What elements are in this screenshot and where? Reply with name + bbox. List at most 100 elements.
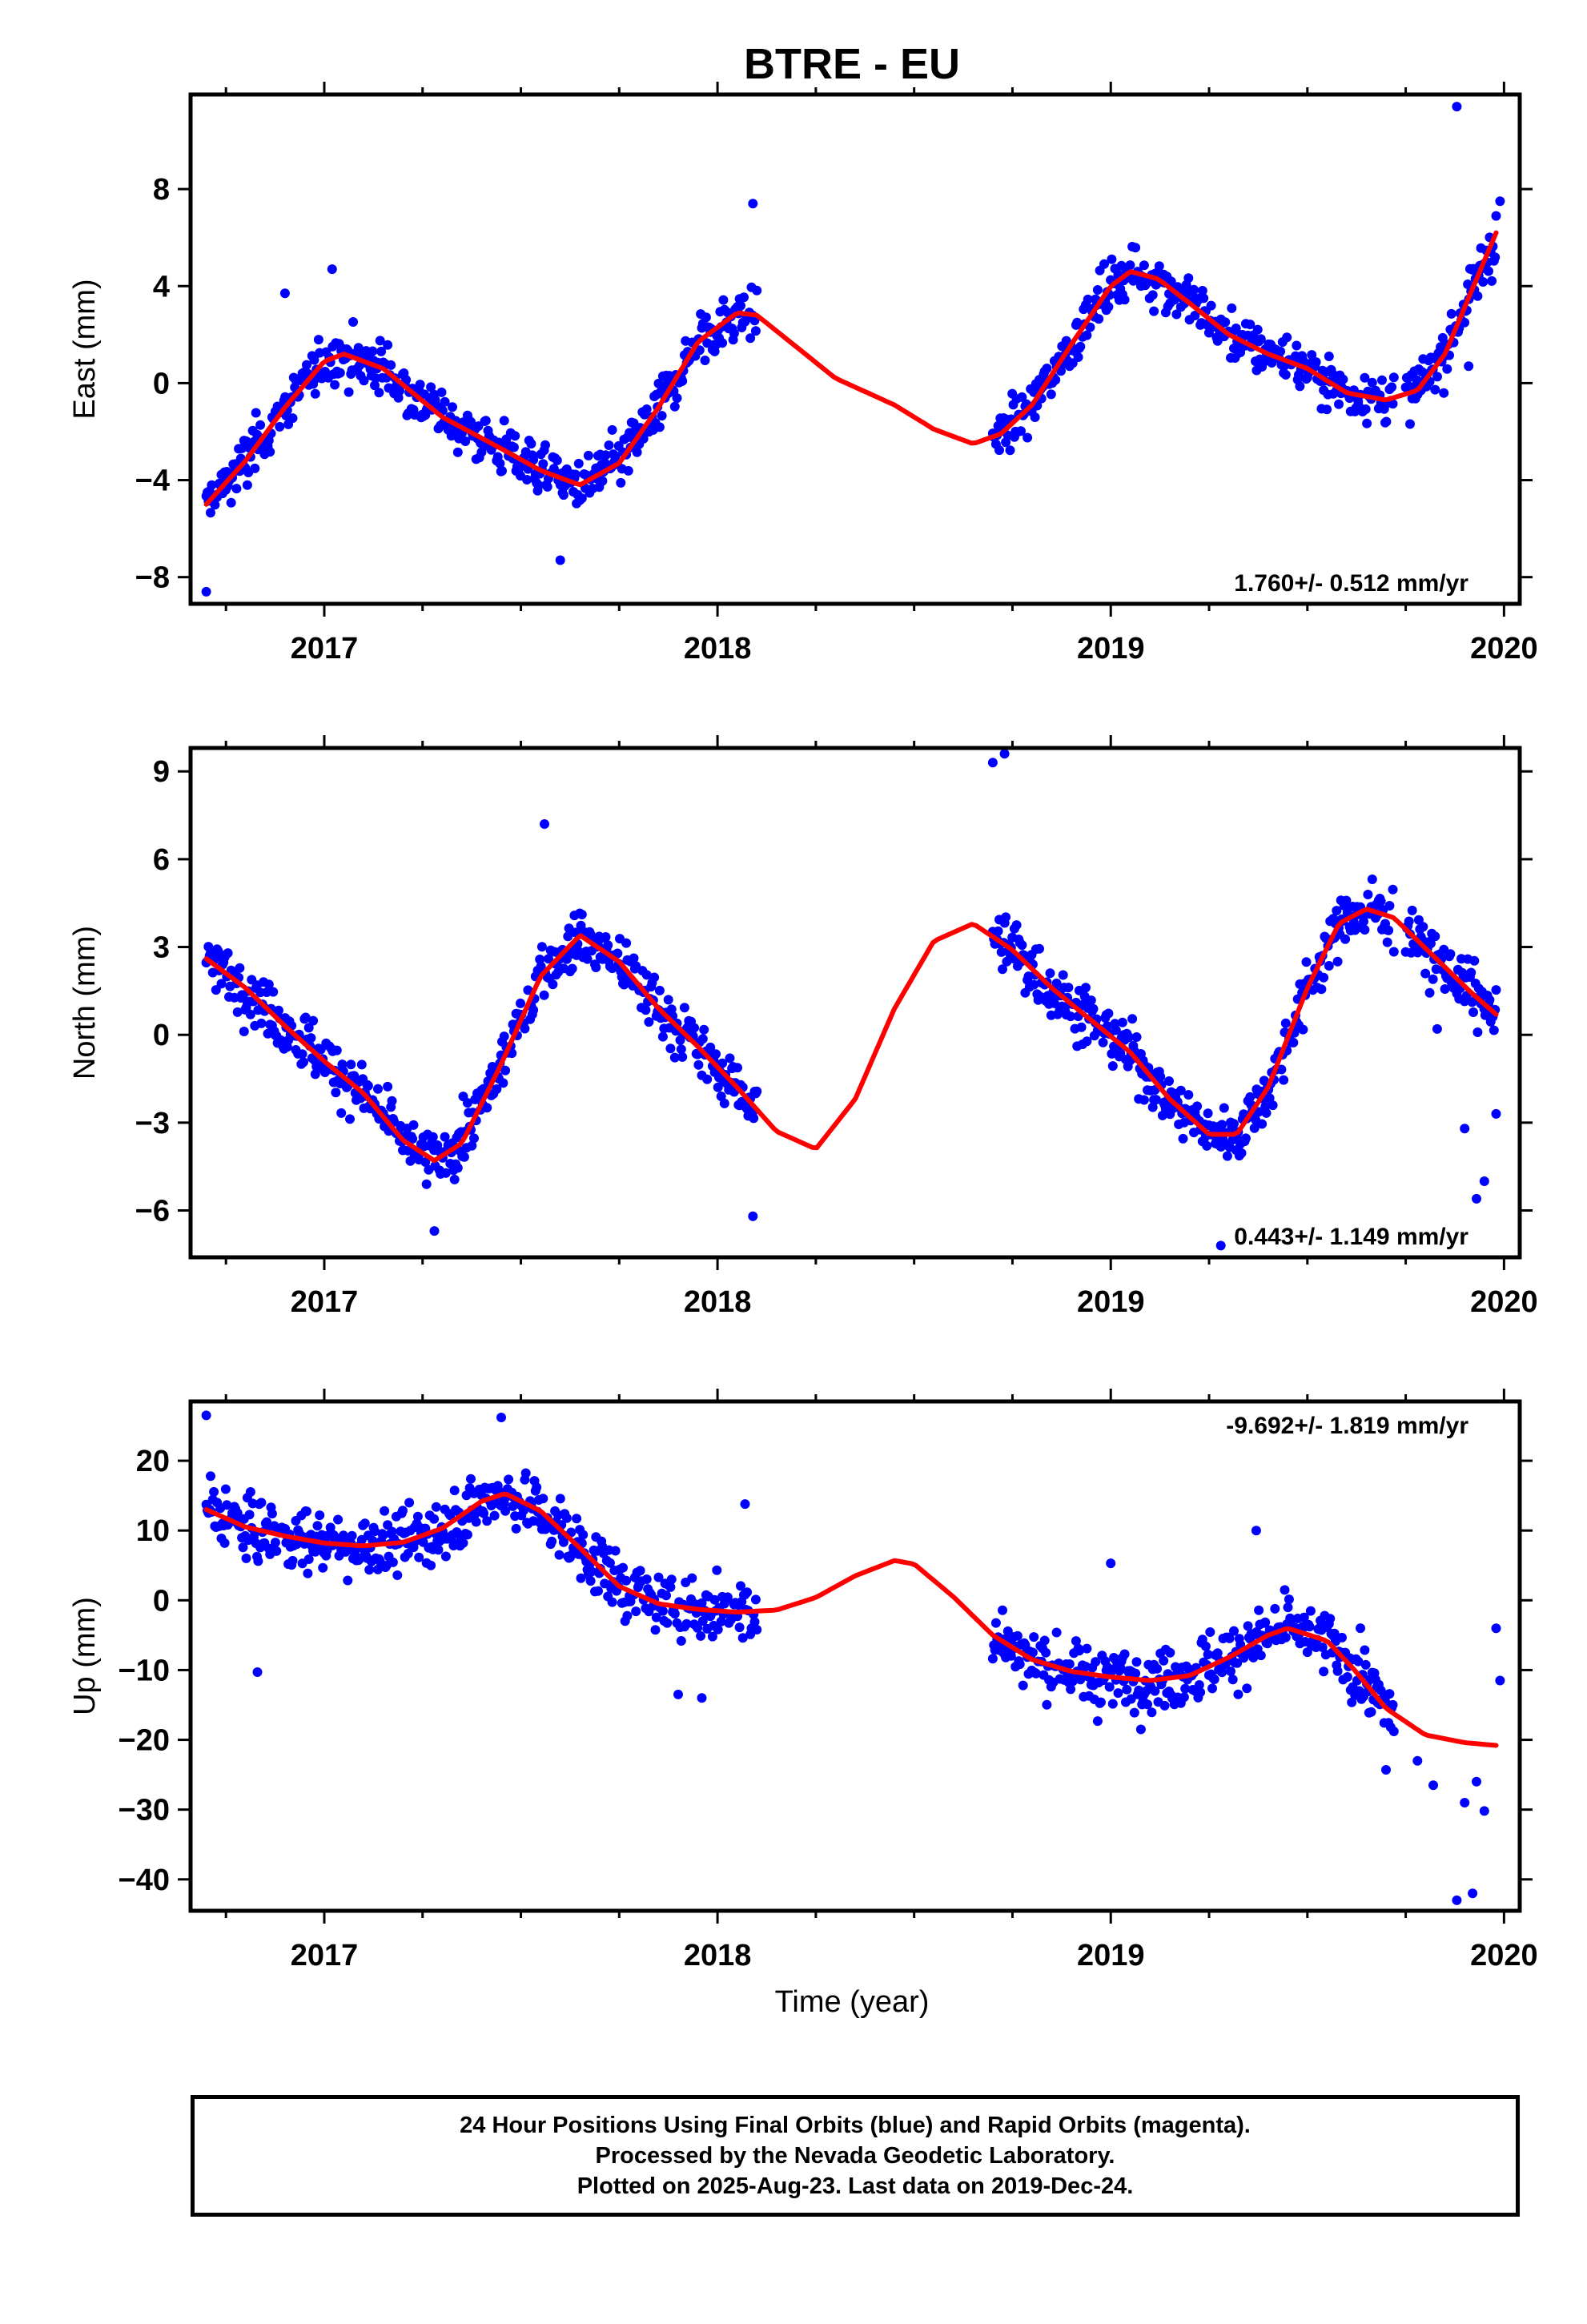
x-axis-title: Time (year)	[775, 1985, 930, 2019]
data-point	[689, 1023, 699, 1033]
data-point	[576, 1573, 586, 1583]
data-point	[1254, 1605, 1264, 1615]
data-point	[1085, 322, 1095, 332]
data-point	[1199, 293, 1209, 304]
x-tick-label: 2020	[1470, 632, 1538, 665]
y-tick-label: 8	[153, 173, 170, 207]
data-point	[583, 450, 593, 460]
data-point	[1217, 1667, 1227, 1678]
data-point	[449, 1486, 460, 1496]
data-point	[499, 416, 509, 426]
data-point	[610, 1546, 621, 1556]
data-point	[206, 508, 215, 518]
data-point	[1113, 1688, 1123, 1699]
data-point	[460, 436, 471, 446]
data-point	[713, 1082, 723, 1092]
data-point	[752, 1086, 762, 1096]
data-point	[1220, 317, 1231, 328]
data-point	[462, 1530, 472, 1540]
data-point	[570, 469, 581, 480]
data-point	[1222, 1151, 1232, 1161]
data-point	[994, 445, 1004, 456]
data-point	[1240, 1133, 1251, 1144]
data-point	[333, 1514, 344, 1525]
data-point	[1360, 372, 1370, 383]
data-point	[1432, 1023, 1442, 1034]
data-point	[252, 1667, 263, 1677]
data-point	[414, 1552, 424, 1562]
plot-frame	[188, 92, 1522, 606]
data-point	[327, 264, 337, 275]
data-point	[745, 333, 756, 344]
plot-frame	[188, 746, 1522, 1260]
data-point	[242, 480, 252, 490]
data-point	[1276, 346, 1286, 356]
data-point	[1270, 1603, 1280, 1614]
data-point	[717, 338, 728, 348]
data-point	[742, 1587, 753, 1598]
data-point	[1491, 1108, 1501, 1119]
data-point	[987, 1654, 998, 1664]
data-point	[219, 1538, 230, 1548]
data-point	[1262, 1638, 1272, 1649]
data-point	[697, 1616, 708, 1626]
data-point	[1104, 1682, 1115, 1692]
x-tick-label: 2017	[291, 1939, 359, 1972]
y-axis: −40 −30 −20 −10 0 10 20	[119, 1445, 1533, 1897]
data-point	[1388, 947, 1399, 957]
data-point	[554, 1550, 564, 1560]
data-point	[1412, 375, 1422, 385]
data-point	[216, 979, 227, 989]
data-point	[207, 480, 217, 490]
data-point	[631, 1606, 641, 1617]
data-point	[1420, 968, 1431, 979]
data-point	[1442, 364, 1452, 374]
x-tick-label: 2018	[684, 1285, 752, 1319]
data-point	[1324, 352, 1334, 361]
y-tick-label: 0	[153, 1584, 170, 1618]
data-point	[1083, 294, 1093, 304]
data-point	[330, 380, 340, 390]
data-point	[1111, 1025, 1121, 1035]
data-point	[1224, 1633, 1235, 1643]
data-point	[1143, 1699, 1152, 1710]
data-point	[651, 1612, 661, 1622]
x-tick-label: 2017	[291, 1285, 359, 1319]
data-point	[1066, 1684, 1076, 1695]
data-point	[1001, 912, 1011, 923]
y-axis-title: East (mm)	[68, 279, 102, 419]
data-point	[618, 1562, 628, 1573]
data-point	[697, 1034, 708, 1044]
data-point	[740, 1499, 750, 1510]
data-point	[345, 1114, 355, 1124]
data-point	[459, 1152, 469, 1162]
data-point	[209, 1486, 219, 1497]
data-point	[510, 431, 520, 441]
data-point	[1135, 1724, 1146, 1735]
data-point	[1171, 309, 1182, 320]
data-point	[1495, 196, 1505, 207]
data-point	[644, 1017, 654, 1027]
data-point	[303, 1554, 314, 1564]
data-point	[1404, 916, 1414, 927]
data-point	[577, 910, 587, 919]
y-tick-label: 3	[153, 931, 170, 965]
data-point	[613, 948, 623, 959]
data-point	[1248, 1652, 1259, 1663]
x-axis: 2017 2018 2019 2020	[224, 735, 1538, 1319]
data-point	[1183, 1090, 1194, 1100]
data-point	[536, 942, 547, 952]
data-point	[275, 421, 285, 432]
data-point	[712, 1565, 722, 1575]
data-point	[750, 326, 761, 336]
data-point	[699, 1024, 709, 1035]
data-point	[1466, 967, 1477, 978]
data-point	[1490, 252, 1501, 263]
data-point	[548, 464, 559, 474]
data-point	[749, 1617, 760, 1627]
data-point	[1074, 1646, 1084, 1656]
data-point	[1341, 895, 1352, 906]
data-point	[1073, 352, 1083, 362]
data-point	[300, 1012, 311, 1023]
